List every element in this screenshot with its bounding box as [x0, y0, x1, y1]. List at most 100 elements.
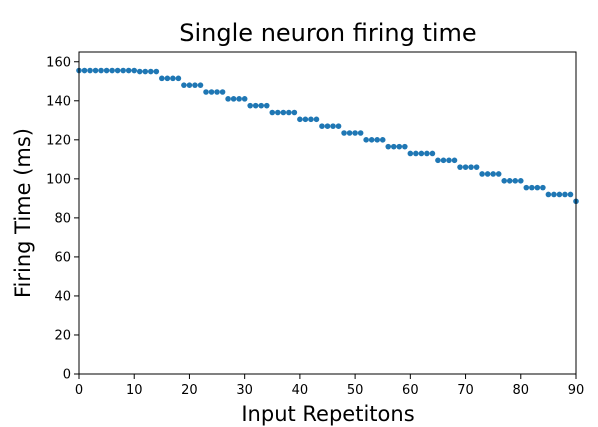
data-point	[352, 130, 358, 136]
y-tick-label: 60	[54, 250, 71, 265]
data-point	[81, 67, 88, 74]
y-tick-label: 160	[46, 55, 71, 70]
data-point	[490, 171, 496, 177]
data-point	[225, 96, 231, 102]
data-point	[159, 75, 165, 82]
data-point	[341, 130, 347, 136]
x-tick-label: 20	[181, 383, 198, 398]
data-point	[440, 157, 447, 164]
x-tick-label: 10	[126, 383, 143, 398]
data-point	[363, 137, 369, 143]
data-point	[379, 137, 386, 143]
data-point	[501, 178, 508, 184]
data-point	[540, 184, 546, 191]
data-point	[529, 184, 535, 191]
y-tick-label: 120	[46, 133, 71, 148]
data-point	[197, 82, 204, 88]
data-point	[297, 116, 303, 123]
data-point	[236, 96, 242, 102]
data-point	[495, 171, 502, 177]
data-point	[562, 191, 568, 198]
x-tick-label: 40	[292, 383, 309, 398]
data-point	[103, 67, 110, 74]
y-tick-label: 100	[46, 172, 71, 187]
data-point	[313, 116, 320, 123]
data-point	[462, 164, 469, 170]
y-tick-label: 20	[54, 328, 71, 343]
y-tick-label: 80	[54, 211, 71, 226]
x-tick-label: 50	[347, 383, 364, 398]
data-point	[275, 109, 281, 116]
data-point	[109, 67, 115, 74]
data-point	[407, 150, 414, 157]
x-tick-label: 80	[513, 383, 530, 398]
data-points	[76, 67, 579, 205]
data-point	[368, 137, 375, 143]
data-point	[506, 178, 513, 184]
x-tick-label: 0	[75, 383, 83, 398]
data-point	[291, 109, 298, 116]
data-point	[330, 123, 336, 129]
data-point	[457, 164, 463, 170]
y-tick-label: 140	[46, 94, 71, 109]
data-point	[534, 184, 541, 191]
data-point	[153, 68, 160, 75]
data-point	[418, 150, 425, 157]
data-point	[142, 68, 149, 75]
data-point	[484, 171, 491, 177]
data-point	[203, 89, 209, 95]
x-tick-label: 70	[457, 383, 474, 398]
data-point	[181, 82, 187, 88]
data-point	[551, 191, 557, 198]
data-point	[512, 178, 519, 184]
y-axis-label: Firing Time (ms)	[11, 128, 35, 298]
data-point	[451, 157, 458, 164]
x-tick-label: 90	[568, 383, 585, 398]
data-point	[396, 143, 403, 150]
data-point	[214, 89, 220, 95]
data-point	[164, 75, 171, 82]
data-point	[131, 67, 138, 74]
data-point	[175, 75, 182, 82]
data-point	[374, 137, 381, 143]
data-point	[429, 150, 436, 157]
data-point	[468, 164, 474, 170]
data-point	[479, 171, 485, 177]
x-tick-label: 60	[402, 383, 419, 398]
data-point	[517, 178, 524, 184]
data-point	[567, 191, 574, 198]
data-point	[545, 191, 552, 198]
data-point	[280, 109, 287, 116]
data-point	[335, 123, 342, 129]
data-point	[92, 67, 99, 74]
data-point	[424, 150, 430, 157]
y-tick-label: 0	[63, 368, 71, 383]
data-point	[114, 67, 121, 74]
data-point	[390, 143, 397, 150]
data-point	[208, 89, 215, 95]
data-point	[346, 130, 353, 136]
data-point	[219, 89, 226, 95]
data-point	[252, 102, 259, 109]
data-point	[286, 109, 292, 116]
y-tick-label: 40	[54, 289, 71, 304]
data-point	[120, 67, 126, 74]
data-point	[402, 143, 408, 150]
data-point	[556, 191, 563, 198]
y-axis-ticks: 0 20 40 60 80 100 120 140 160	[46, 55, 79, 383]
data-point	[523, 184, 530, 191]
data-point	[446, 157, 452, 164]
data-point	[435, 157, 441, 164]
data-point	[136, 68, 143, 75]
data-point	[324, 123, 331, 129]
data-point	[473, 164, 480, 170]
data-point	[269, 109, 276, 116]
data-point	[258, 102, 265, 109]
data-point	[247, 102, 253, 109]
plot-frame	[78, 51, 577, 375]
data-point	[147, 68, 154, 75]
data-point	[87, 67, 93, 74]
data-point	[230, 96, 237, 102]
